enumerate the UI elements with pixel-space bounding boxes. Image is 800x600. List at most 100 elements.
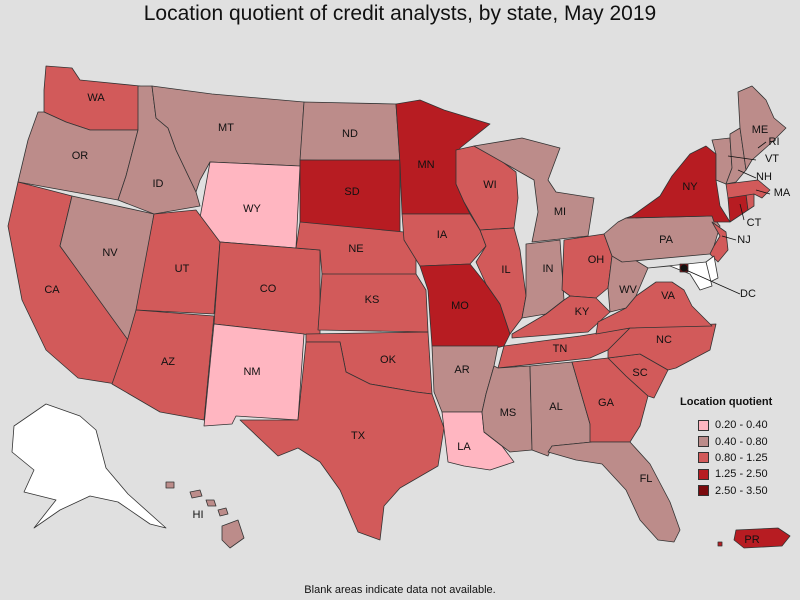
state-label-UT: UT <box>175 263 190 275</box>
legend-item: 0.20 - 0.40 <box>680 417 798 433</box>
state-label-OR: OR <box>72 150 89 162</box>
state-label-MI: MI <box>554 206 566 218</box>
state-label-KY: KY <box>575 306 590 318</box>
legend-label: 0.20 - 0.40 <box>715 419 768 432</box>
legend-label: 0.40 - 0.80 <box>715 435 768 448</box>
state-label-SC: SC <box>632 367 647 379</box>
state-label-WY: WY <box>243 203 261 215</box>
state-label-WI: WI <box>483 179 496 191</box>
leader-nj-line <box>721 235 737 241</box>
state-CT[interactable] <box>727 193 749 223</box>
state-label-ND: ND <box>342 128 358 140</box>
state-MT[interactable] <box>151 85 305 193</box>
state-MO[interactable] <box>419 263 511 349</box>
legend-item: 1.25 - 2.50 <box>680 466 798 482</box>
state-label-MO: MO <box>451 300 469 312</box>
legend-swatch <box>698 468 709 480</box>
state-label-VA: VA <box>661 290 676 302</box>
state-MD[interactable] <box>647 261 713 291</box>
map-title: Location quotient of credit analysts, by… <box>143 2 657 25</box>
state-label-ID: ID <box>153 178 164 190</box>
state-label-FL: FL <box>640 473 653 485</box>
state-MI[interactable] <box>473 137 595 243</box>
leader-nh-line <box>737 169 757 179</box>
state-label-AR: AR <box>454 364 469 376</box>
state-label-CO: CO <box>260 283 277 295</box>
state-labels: WA OR CA NV ID MT WY UT AZ CO NM ND SD NE KS OK TX MN IA MO… <box>44 92 791 546</box>
legend-swatch <box>698 419 709 431</box>
state-NM[interactable] <box>203 323 305 427</box>
state-label-MN: MN <box>417 159 434 171</box>
state-label-OK: OK <box>380 354 397 366</box>
state-label-CT: CT <box>747 217 762 229</box>
state-label-WA: WA <box>87 92 105 104</box>
state-label-NV: NV <box>102 247 118 259</box>
state-KY[interactable] <box>511 295 611 339</box>
footnote: Blank areas indicate data not available. <box>304 584 496 596</box>
state-MA[interactable] <box>725 179 771 199</box>
legend: Location quotient 0.20 - 0.40 0.40 - 0.8… <box>680 396 798 499</box>
leader-vt-line <box>727 155 757 161</box>
state-label-NE: NE <box>348 243 363 255</box>
state-label-NJ: NJ <box>737 234 750 246</box>
state-label-NH: NH <box>756 171 772 183</box>
state-label-PA: PA <box>659 234 674 246</box>
state-IL[interactable] <box>475 227 527 335</box>
state-label-TN: TN <box>553 343 568 355</box>
legend-label: 0.80 - 1.25 <box>715 451 768 464</box>
state-ME[interactable] <box>737 85 787 171</box>
state-label-RI: RI <box>769 136 780 148</box>
state-PR[interactable] <box>717 527 791 549</box>
state-label-GA: GA <box>598 397 615 409</box>
state-label-IN: IN <box>543 263 554 275</box>
legend-label: 2.50 - 3.50 <box>715 484 768 497</box>
state-label-IL: IL <box>501 264 510 276</box>
legend-swatch <box>698 452 709 464</box>
state-label-CA: CA <box>44 284 60 296</box>
state-OH[interactable] <box>561 233 613 299</box>
legend-item: 2.50 - 3.50 <box>680 483 798 499</box>
state-label-WV: WV <box>619 284 637 296</box>
state-label-LA: LA <box>457 441 471 453</box>
state-label-MS: MS <box>500 407 517 419</box>
state-label-PR: PR <box>744 534 759 546</box>
dc-marker <box>680 264 688 272</box>
legend-item: 0.40 - 0.80 <box>680 433 798 449</box>
legend-label: 1.25 - 2.50 <box>715 468 768 481</box>
legend-swatch <box>698 436 709 448</box>
label-leader-lines <box>680 141 771 295</box>
state-label-NY: NY <box>682 181 698 193</box>
state-label-MT: MT <box>218 122 234 134</box>
state-label-AL: AL <box>549 401 562 413</box>
leader-ct-line <box>739 203 745 221</box>
state-label-KS: KS <box>365 294 380 306</box>
state-label-NC: NC <box>656 334 672 346</box>
state-label-IA: IA <box>437 229 448 241</box>
state-TX[interactable] <box>239 341 445 541</box>
legend-title: Location quotient <box>680 396 773 408</box>
state-HI[interactable] <box>165 481 245 549</box>
state-AK[interactable] <box>11 403 167 529</box>
state-PA[interactable] <box>603 215 721 263</box>
state-label-TX: TX <box>351 430 366 442</box>
state-FL[interactable] <box>547 441 681 543</box>
legend-swatch <box>698 485 709 497</box>
state-NY[interactable] <box>625 145 731 223</box>
leader-dc-line <box>685 269 741 295</box>
leader-ri-line <box>757 141 767 149</box>
legend-item: 0.80 - 1.25 <box>680 450 798 466</box>
state-label-ME: ME <box>752 124 769 136</box>
state-IA[interactable] <box>401 213 487 267</box>
state-label-MA: MA <box>774 187 791 199</box>
state-label-DC: DC <box>740 288 756 300</box>
state-AZ[interactable] <box>111 309 215 421</box>
state-label-VT: VT <box>765 153 779 165</box>
state-KS[interactable] <box>317 273 429 333</box>
state-label-OH: OH <box>588 254 605 266</box>
state-label-HI: HI <box>193 509 204 521</box>
leader-ma-line <box>755 189 771 195</box>
state-shapes <box>7 65 791 549</box>
state-label-NM: NM <box>243 366 260 378</box>
state-label-AZ: AZ <box>161 356 175 368</box>
